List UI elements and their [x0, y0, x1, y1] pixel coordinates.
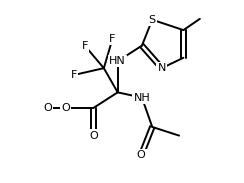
Text: N: N: [158, 63, 166, 73]
Text: F: F: [82, 41, 88, 51]
Text: NH: NH: [133, 93, 150, 102]
Text: F: F: [70, 70, 77, 80]
Text: O: O: [43, 103, 52, 113]
Text: O: O: [89, 131, 98, 141]
Text: O: O: [137, 150, 145, 160]
Text: O: O: [61, 103, 70, 113]
Text: F: F: [109, 34, 116, 44]
Text: S: S: [149, 15, 156, 25]
Text: HN: HN: [109, 56, 126, 66]
